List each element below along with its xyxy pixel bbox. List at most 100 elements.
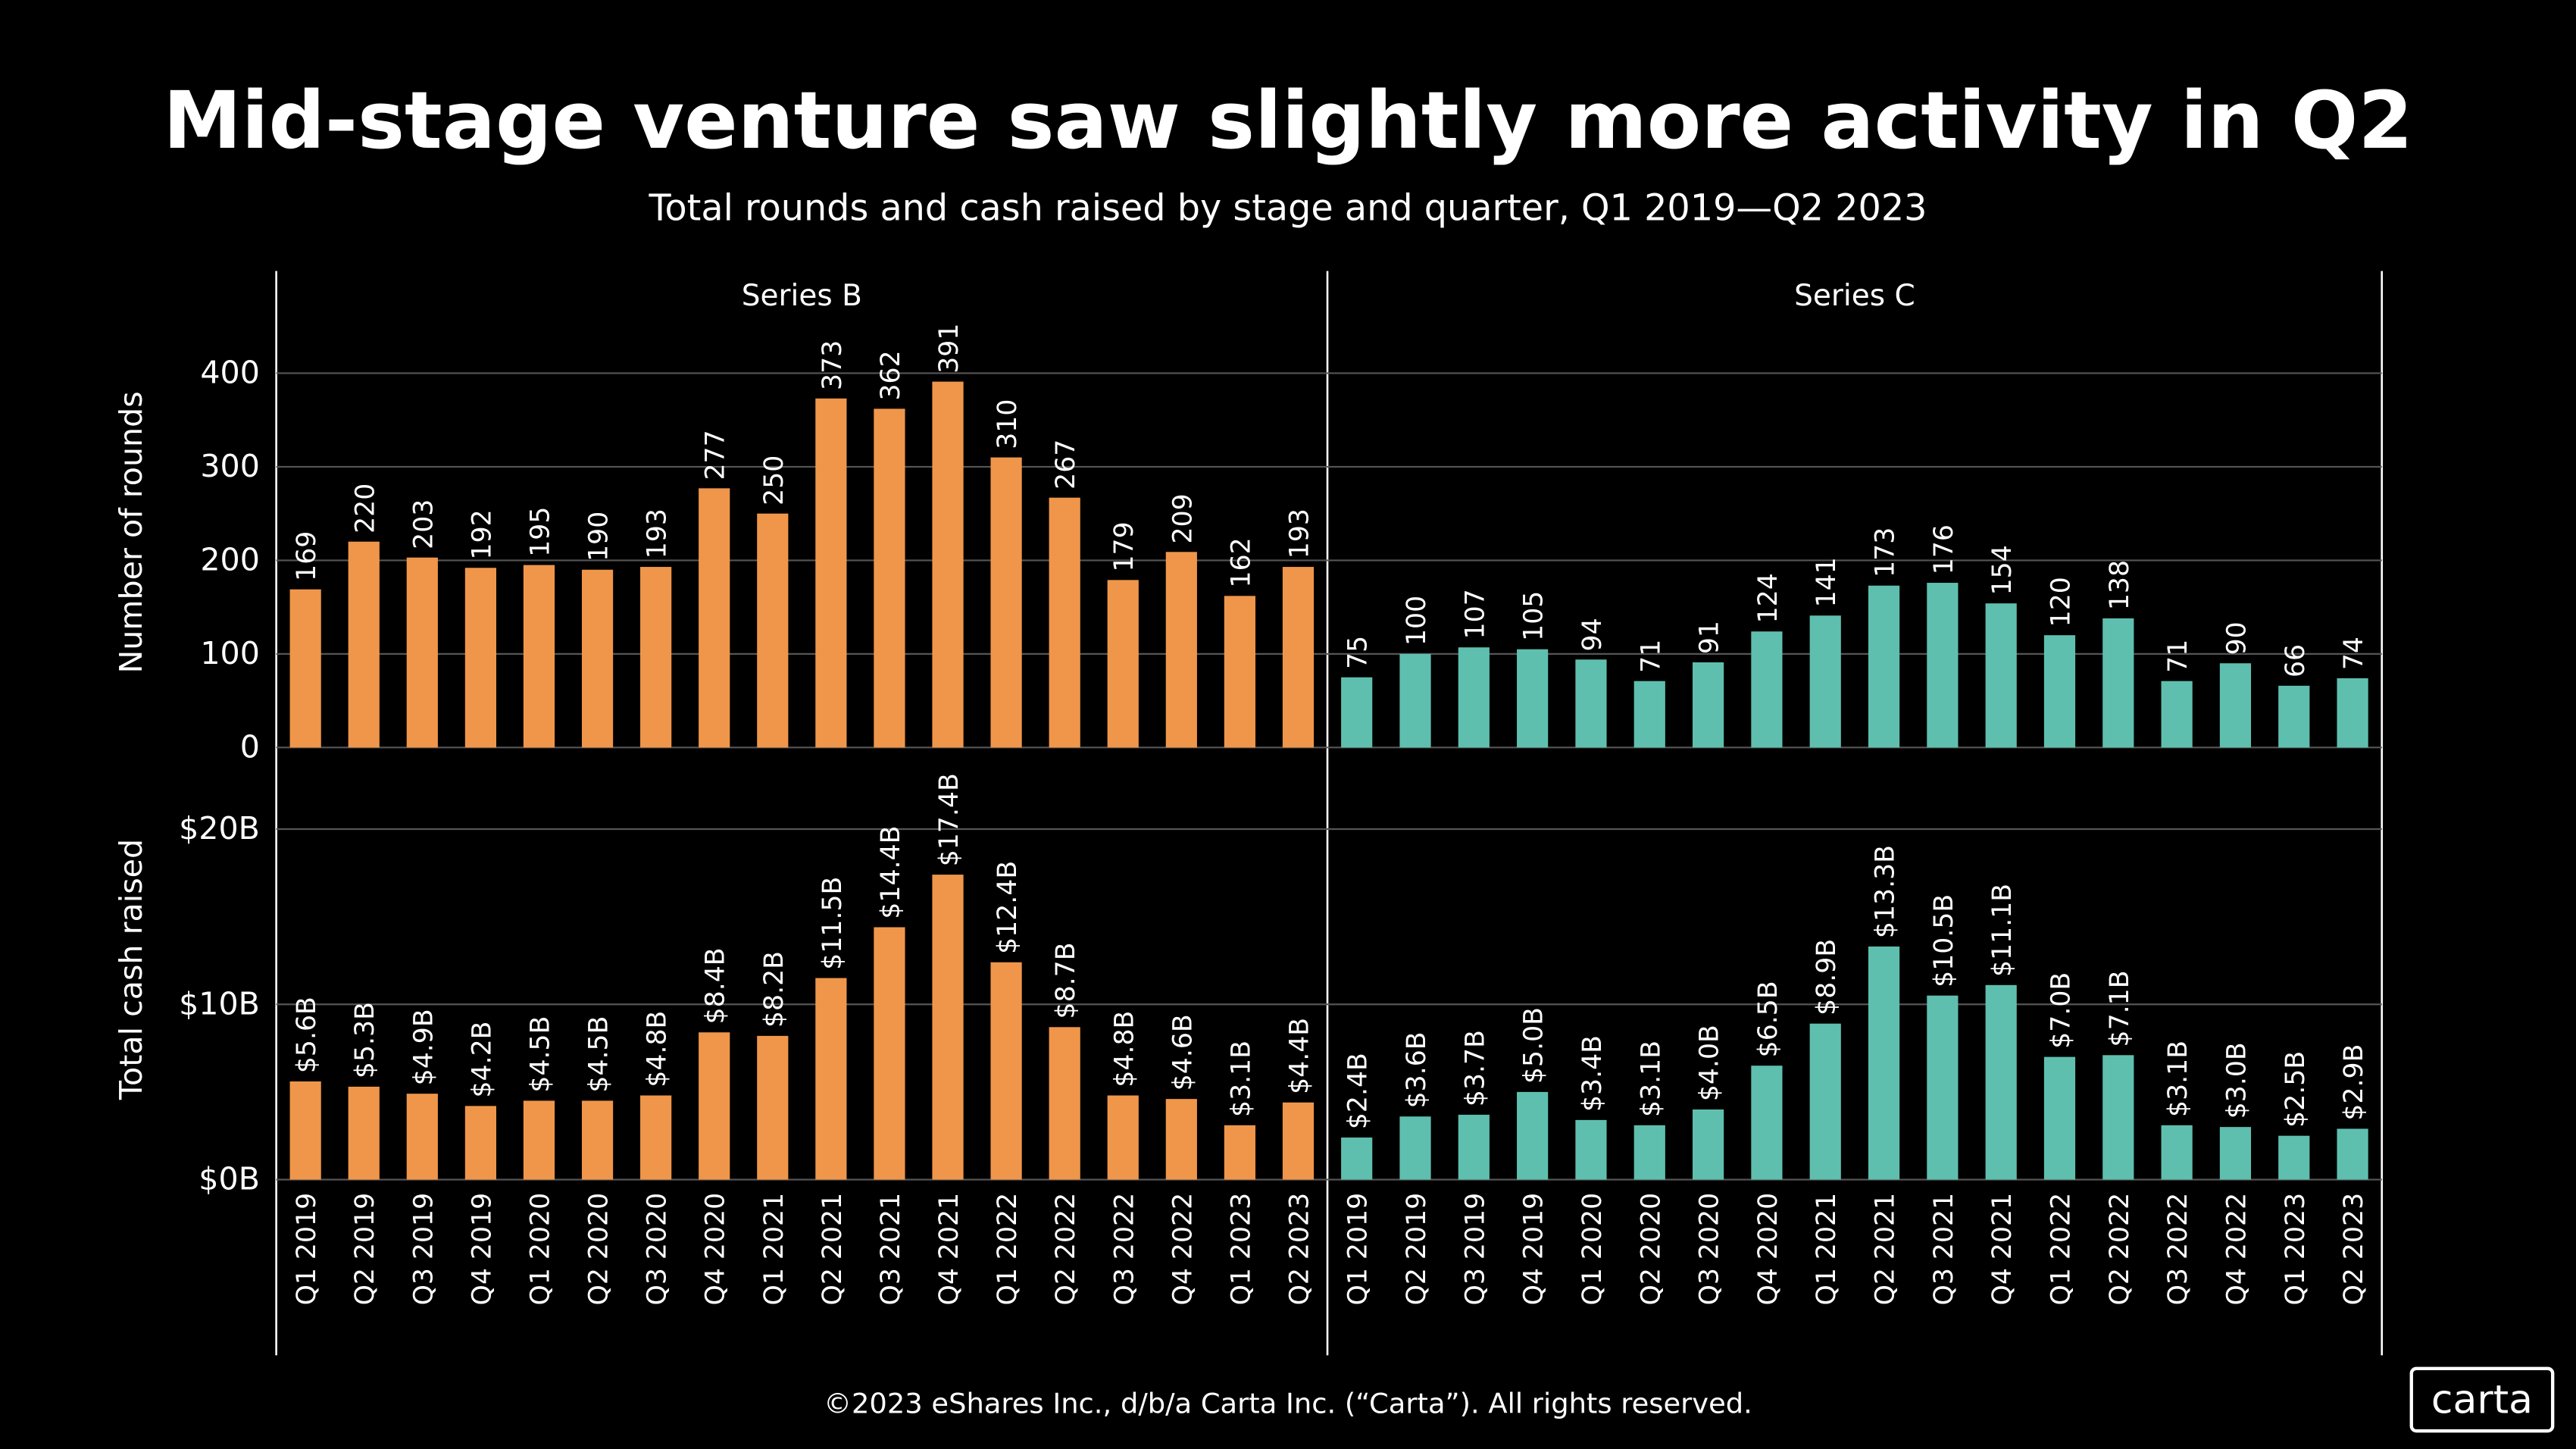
bar: [2337, 1128, 2368, 1180]
bar: [1575, 659, 1607, 748]
x-tick-label: Q3 2019: [1460, 1193, 1490, 1306]
value-label: 169: [292, 531, 322, 581]
bar: [2219, 663, 2252, 748]
value-label: $3.6B: [1402, 1031, 1432, 1108]
bar: [2219, 1127, 2252, 1180]
bar: [932, 875, 964, 1180]
bar: [699, 1032, 730, 1180]
x-tick-label: Q2 2022: [2105, 1193, 2135, 1306]
footer: ©2023 eShares Inc., d/b/a Carta Inc. (“C…: [824, 1387, 1752, 1419]
value-label: $4.4B: [1284, 1018, 1315, 1094]
x-tick-label: Q4 2021: [1987, 1193, 2018, 1306]
value-label: 124: [1753, 573, 1784, 623]
value-label: 220: [350, 484, 380, 534]
x-tick-label: Q3 2019: [408, 1193, 439, 1306]
value-label: 193: [1284, 509, 1315, 559]
value-label: $4.8B: [1109, 1011, 1140, 1088]
value-label: $4.0B: [1695, 1025, 1725, 1101]
x-tick-label: Q2 2020: [584, 1193, 614, 1306]
bar: [581, 1100, 614, 1180]
bar: [1809, 1023, 1841, 1180]
value-label: 195: [525, 507, 555, 557]
bar: [1868, 585, 1900, 748]
bar: [1927, 995, 1959, 1180]
value-label: 100: [1402, 596, 1432, 646]
value-label: 120: [2046, 577, 2077, 627]
x-tick-label: Q2 2019: [1402, 1193, 1432, 1306]
facet-title: Series B: [742, 279, 862, 313]
bar: [1399, 653, 1431, 748]
bar: [1985, 603, 2017, 748]
value-label: $5.3B: [350, 1002, 380, 1078]
bar: [1985, 984, 2017, 1180]
x-tick-label: Q1 2020: [1577, 1193, 1608, 1306]
value-label: $11.5B: [818, 877, 848, 970]
x-tick-label: Q3 2022: [2163, 1193, 2193, 1306]
value-label: $3.1B: [1226, 1041, 1256, 1117]
x-tick-label: Q1 2019: [292, 1193, 322, 1306]
x-tick-label: Q4 2021: [934, 1193, 964, 1306]
value-label: $12.4B: [993, 861, 1023, 954]
bar: [523, 1100, 555, 1180]
value-label: 250: [759, 455, 789, 505]
chart-title: Mid-stage venture saw slightly more acti…: [163, 74, 2413, 167]
x-tick-label: Q1 2022: [993, 1193, 1023, 1306]
value-label: $3.4B: [1577, 1035, 1608, 1112]
bar: [1049, 497, 1080, 748]
value-label: 176: [1929, 524, 1959, 574]
y-tick-label: 200: [200, 541, 260, 577]
value-label: 71: [2163, 640, 2193, 673]
value-label: $5.6B: [292, 997, 322, 1073]
x-tick-label: Q4 2022: [1168, 1193, 1198, 1306]
bar: [1165, 552, 1197, 748]
value-label: 90: [2221, 621, 2252, 655]
bar: [757, 513, 789, 748]
bar: [1165, 1099, 1197, 1180]
bar: [581, 569, 614, 748]
value-label: 162: [1226, 537, 1256, 587]
value-label: $3.1B: [1636, 1041, 1666, 1117]
value-label: $3.1B: [2163, 1041, 2193, 1117]
value-label: $7.1B: [2105, 970, 2135, 1047]
x-tick-label: Q3 2021: [876, 1193, 906, 1306]
bar: [1809, 615, 1841, 748]
value-label: 94: [1577, 618, 1608, 651]
value-label: $2.9B: [2339, 1044, 2369, 1121]
value-label: $2.4B: [1343, 1053, 1374, 1129]
value-label: $4.5B: [525, 1016, 555, 1093]
value-label: 138: [2105, 560, 2135, 610]
x-tick-label: Q1 2020: [525, 1193, 555, 1306]
bar: [874, 927, 905, 1180]
bar: [990, 457, 1022, 748]
bar: [990, 962, 1022, 1180]
y-tick-label: 400: [200, 354, 260, 390]
y-tick-label: $10B: [179, 985, 260, 1022]
bar: [1751, 631, 1783, 748]
value-label: $11.1B: [1987, 884, 2018, 977]
value-label: 173: [1871, 527, 1901, 577]
value-label: 154: [1987, 545, 2018, 595]
value-label: 277: [701, 430, 731, 480]
value-label: 75: [1343, 636, 1374, 669]
x-tick-label: Q4 2020: [701, 1193, 731, 1306]
bar: [464, 568, 496, 748]
bar: [1282, 1102, 1315, 1180]
bar: [348, 541, 380, 748]
bar: [289, 589, 321, 748]
y-tick-label: 0: [240, 728, 260, 765]
bar: [1575, 1119, 1607, 1180]
bar: [2161, 681, 2193, 748]
value-label: 203: [408, 499, 439, 549]
bar: [1517, 1091, 1549, 1180]
bar: [1868, 946, 1900, 1180]
bar: [1751, 1066, 1783, 1180]
value-label: $10.5B: [1929, 894, 1959, 987]
value-label: $8.4B: [701, 947, 731, 1024]
bar: [1341, 1137, 1373, 1180]
bar: [815, 398, 847, 748]
value-label: $8.9B: [1812, 939, 1842, 1016]
x-tick-label: Q2 2023: [2339, 1193, 2369, 1306]
bar: [289, 1081, 321, 1180]
y-tick-label: $20B: [179, 810, 260, 847]
bar: [932, 381, 964, 748]
